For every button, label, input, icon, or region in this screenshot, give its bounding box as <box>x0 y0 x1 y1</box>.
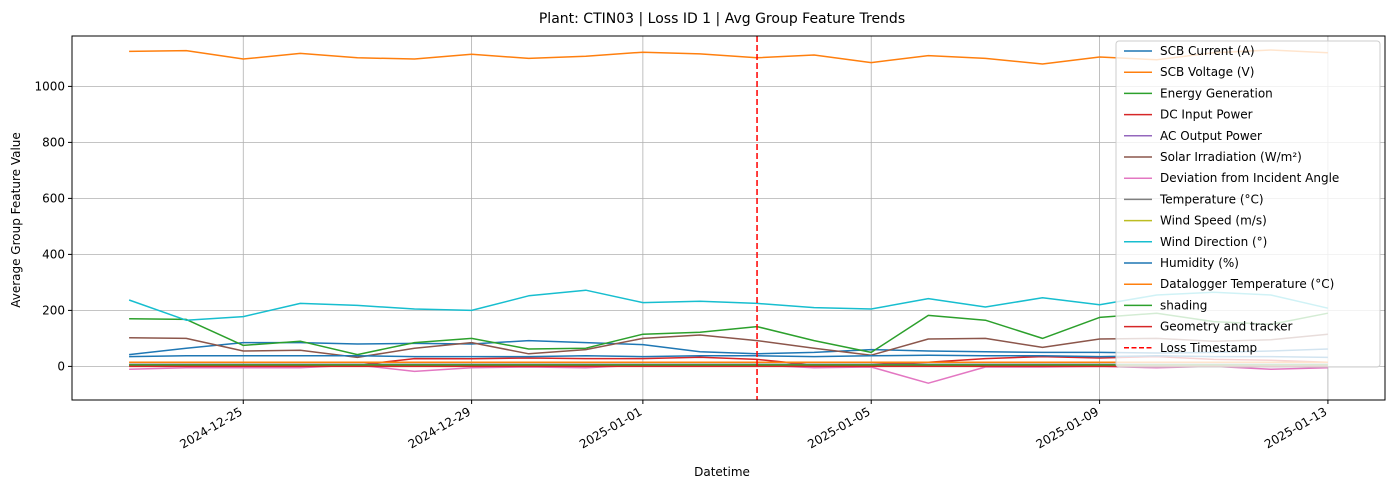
y-tick-label: 0 <box>57 359 65 373</box>
chart-title: Plant: CTIN03 | Loss ID 1 | Avg Group Fe… <box>539 11 905 27</box>
legend-label: SCB Current (A) <box>1160 44 1255 58</box>
y-axis-title: Average Group Feature Value <box>9 132 23 308</box>
y-tick-label: 1000 <box>34 79 65 93</box>
legend-label: Wind Direction (°) <box>1160 235 1267 249</box>
legend-label: shading <box>1160 298 1207 312</box>
legend-label: Humidity (%) <box>1160 256 1239 270</box>
legend-label: Datalogger Temperature (°C) <box>1160 277 1334 291</box>
legend-label: Wind Speed (m/s) <box>1160 214 1267 228</box>
plot-frame <box>71 35 1386 401</box>
legend-label: Loss Timestamp <box>1160 341 1257 355</box>
legend: SCB Current (A) SCB Voltage (V) Energy Gen… <box>1115 40 1381 368</box>
legend-label: Energy Generation <box>1160 86 1273 100</box>
y-tick-label: 600 <box>42 191 65 205</box>
legend-label: AC Output Power <box>1160 129 1262 143</box>
y-axis: 0 200 400 600 800 1000 <box>34 79 72 373</box>
y-tick-label: 800 <box>42 135 65 149</box>
legend-label: Temperature (°C) <box>1159 192 1264 206</box>
legend-label: Solar Irradiation (W/m²) <box>1160 150 1302 164</box>
legend-label: SCB Voltage (V) <box>1160 65 1254 79</box>
legend-label: Deviation from Incident Angle <box>1160 171 1339 185</box>
y-tick-label: 400 <box>42 247 65 261</box>
legend-box <box>1115 40 1381 368</box>
y-tick-label: 200 <box>42 303 65 317</box>
legend-label: Geometry and tracker <box>1160 320 1293 334</box>
x-axis-title: Datetime <box>694 465 750 479</box>
legend-label: DC Input Power <box>1160 108 1253 122</box>
